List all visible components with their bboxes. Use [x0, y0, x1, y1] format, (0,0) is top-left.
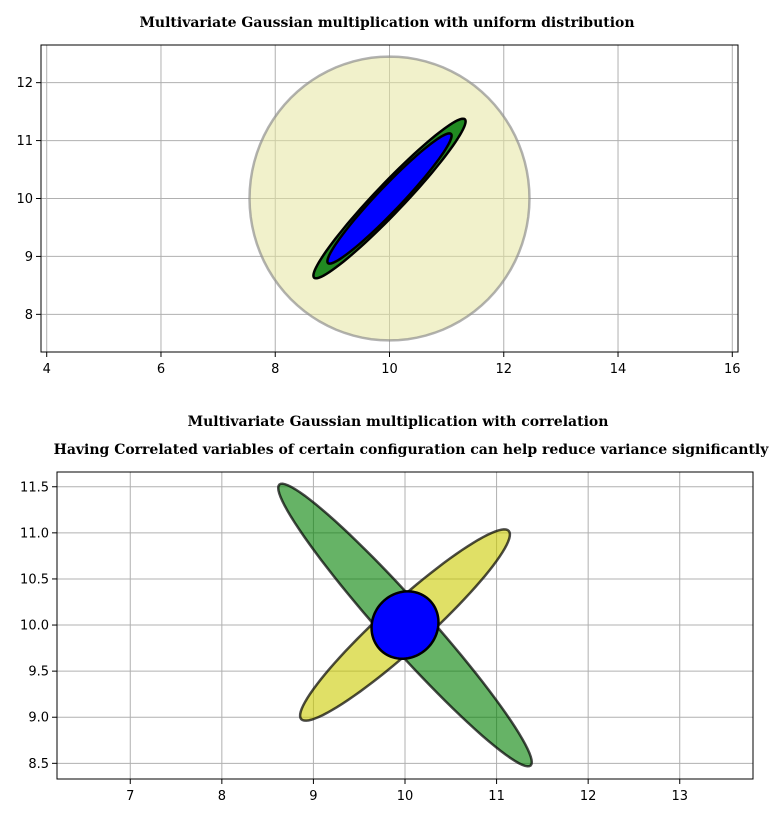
chart-title: Multivariate Gaussian multiplication wit…	[139, 15, 634, 31]
ellipse-posterior	[326, 132, 453, 265]
x-tick-label: 10	[397, 789, 414, 804]
x-tick-label: 11	[488, 789, 505, 804]
y-tick-label: 11.0	[20, 526, 49, 541]
y-tick-label: 10.5	[20, 572, 49, 587]
y-tick-label: 10	[16, 192, 33, 207]
chart-uniform: Multivariate Gaussian multiplication wit…	[16, 15, 740, 377]
y-tick-label: 12	[16, 76, 33, 91]
y-tick-label: 8	[25, 308, 33, 323]
ellipses	[248, 55, 531, 342]
y-tick-label: 8.5	[28, 757, 49, 772]
x-tick-label: 14	[610, 362, 627, 377]
chart-correlation: Multivariate Gaussian multiplication wit…	[20, 414, 769, 804]
x-tick-label: 7	[126, 789, 134, 804]
axis-ticks: 4 6 8 10 12 14 16 8 9 10 11 12	[16, 76, 740, 377]
x-tick-label: 6	[157, 362, 165, 377]
axis-ticks: 7 8 9 10 11 12 13 8.5 9.0 9.5 10.0 10.5 11.0 11.5	[20, 480, 688, 804]
x-tick-label: 8	[218, 789, 226, 804]
grid	[57, 472, 753, 779]
y-tick-label: 11	[16, 134, 33, 149]
y-tick-label: 10.0	[20, 619, 49, 634]
chart-title: Multivariate Gaussian multiplication wit…	[188, 414, 609, 430]
ellipses	[276, 482, 534, 768]
y-tick-label: 9.0	[28, 711, 49, 726]
y-tick-label: 9	[25, 250, 33, 265]
x-tick-label: 9	[309, 789, 317, 804]
x-tick-label: 13	[671, 789, 688, 804]
ellipse-product	[370, 590, 440, 660]
x-tick-label: 12	[580, 789, 597, 804]
x-tick-label: 10	[381, 362, 398, 377]
x-tick-label: 4	[43, 362, 51, 377]
x-tick-label: 12	[495, 362, 512, 377]
y-tick-label: 9.5	[28, 665, 49, 680]
y-tick-label: 11.5	[20, 480, 49, 495]
chart-subtitle: Having Correlated variables of certain c…	[54, 442, 770, 458]
x-tick-label: 8	[271, 362, 279, 377]
x-tick-label: 16	[724, 362, 741, 377]
